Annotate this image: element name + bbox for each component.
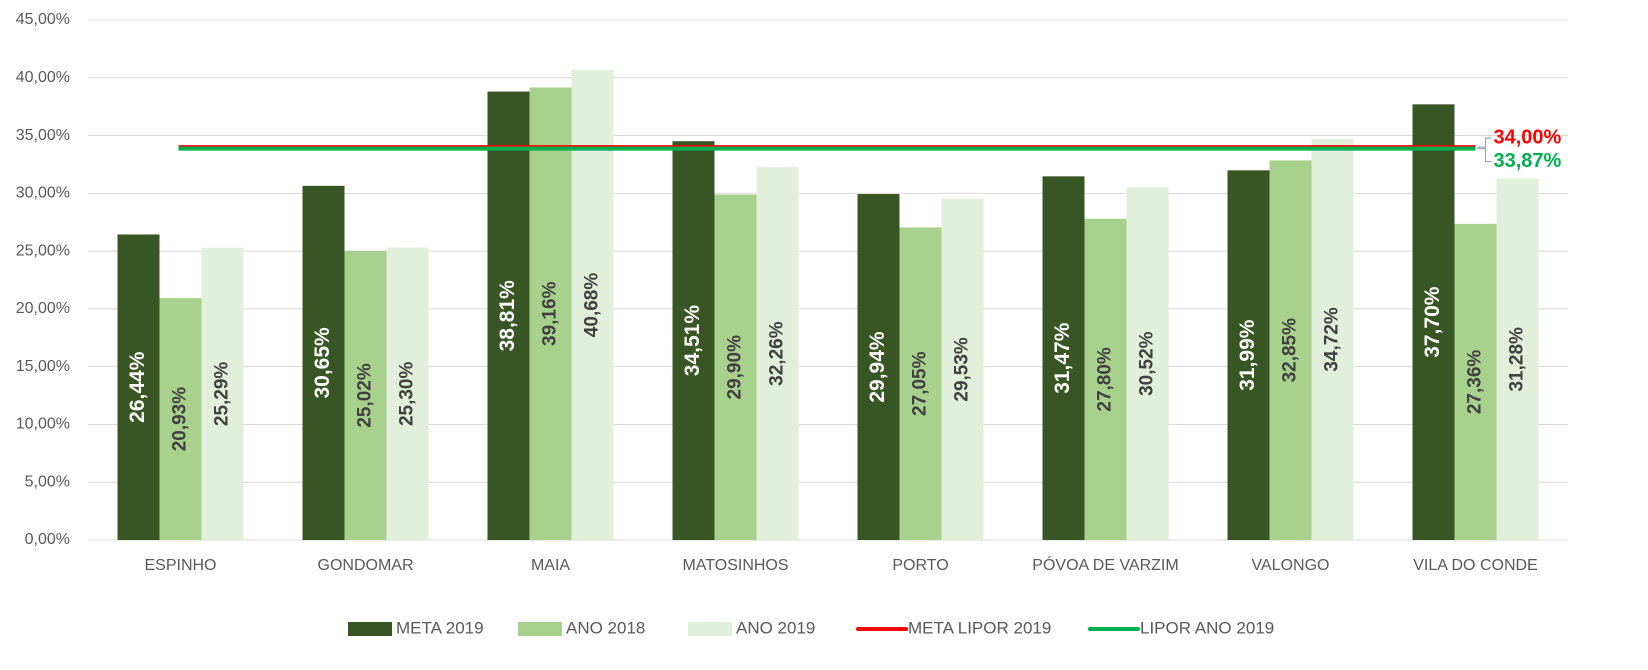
legend-label: LIPOR ANO 2019 bbox=[1140, 618, 1274, 637]
bar bbox=[302, 185, 345, 541]
label-leader bbox=[1477, 137, 1492, 148]
data-label: 30,65% bbox=[311, 327, 334, 399]
bar bbox=[1126, 187, 1169, 540]
bar bbox=[117, 234, 160, 540]
y-tick-label: 35,00% bbox=[16, 127, 70, 144]
data-label: 25,30% bbox=[397, 362, 418, 427]
y-tick-label: 45,00% bbox=[16, 11, 70, 28]
bar bbox=[1269, 160, 1312, 540]
data-label: 25,02% bbox=[355, 363, 376, 428]
data-label: 20,93% bbox=[170, 387, 191, 452]
bar bbox=[529, 87, 572, 541]
bar bbox=[756, 167, 799, 540]
bar bbox=[899, 227, 942, 540]
y-tick-label: 30,00% bbox=[16, 185, 70, 202]
data-label: 31,99% bbox=[1236, 319, 1259, 391]
label-leader bbox=[1477, 148, 1492, 163]
y-tick-label: 5,00% bbox=[25, 473, 70, 490]
data-label: 29,53% bbox=[952, 337, 973, 402]
data-label: 30,52% bbox=[1137, 331, 1158, 396]
bar bbox=[159, 298, 202, 540]
data-label: 40,68% bbox=[582, 273, 603, 338]
data-label: 32,85% bbox=[1280, 318, 1301, 383]
x-tick-label: VALONGO bbox=[1252, 557, 1330, 574]
data-label: 38,81% bbox=[496, 280, 519, 352]
data-label: 27,80% bbox=[1095, 347, 1116, 412]
data-label: 27,36% bbox=[1465, 350, 1486, 415]
data-label: 39,16% bbox=[540, 281, 561, 346]
line-label: 33,87% bbox=[1494, 150, 1562, 172]
x-tick-label: VILA DO CONDE bbox=[1413, 557, 1537, 574]
bar bbox=[1311, 138, 1354, 540]
bar bbox=[672, 141, 715, 540]
y-tick-label: 15,00% bbox=[16, 358, 70, 375]
bar bbox=[1042, 176, 1085, 540]
data-label: 34,51% bbox=[681, 305, 704, 377]
bar bbox=[1227, 170, 1270, 541]
legend-label: META LIPOR 2019 bbox=[908, 618, 1051, 637]
data-label: 27,05% bbox=[910, 351, 931, 416]
y-tick-label: 40,00% bbox=[16, 69, 70, 86]
bar bbox=[1084, 218, 1127, 540]
x-tick-label: GONDOMAR bbox=[318, 557, 414, 574]
legend-label: ANO 2018 bbox=[566, 618, 645, 637]
x-tick-label: PÓVOA DE VARZIM bbox=[1032, 555, 1178, 574]
legend-swatch bbox=[348, 622, 392, 636]
x-tick-label: MATOSINHOS bbox=[682, 557, 788, 574]
data-label: 32,26% bbox=[767, 321, 788, 386]
bar bbox=[1412, 104, 1455, 540]
data-label: 29,90% bbox=[725, 335, 746, 400]
bar bbox=[344, 250, 387, 540]
x-tick-label: PORTO bbox=[892, 557, 948, 574]
bar bbox=[487, 91, 530, 540]
data-label: 26,44% bbox=[126, 351, 149, 423]
bar bbox=[386, 247, 429, 540]
legend-swatch bbox=[688, 622, 732, 636]
y-tick-label: 20,00% bbox=[16, 300, 70, 317]
x-tick-label: ESPINHO bbox=[144, 557, 216, 574]
data-label: 34,72% bbox=[1322, 307, 1343, 372]
bar bbox=[1496, 178, 1539, 540]
bar bbox=[1454, 223, 1497, 540]
data-label: 29,94% bbox=[866, 331, 889, 403]
data-label: 25,29% bbox=[212, 362, 233, 427]
legend-label: META 2019 bbox=[396, 618, 484, 637]
legend-swatch bbox=[518, 622, 562, 636]
bar bbox=[714, 194, 757, 540]
x-tick-label: MAIA bbox=[531, 557, 570, 574]
data-label: 31,47% bbox=[1051, 322, 1074, 394]
y-tick-label: 25,00% bbox=[16, 242, 70, 259]
bar bbox=[201, 247, 244, 540]
data-label: 37,70% bbox=[1421, 286, 1444, 358]
y-tick-label: 10,00% bbox=[16, 416, 70, 433]
legend-label: ANO 2019 bbox=[736, 618, 815, 637]
line-label: 34,00% bbox=[1494, 126, 1562, 148]
bar bbox=[941, 198, 984, 540]
data-label: 31,28% bbox=[1507, 327, 1528, 392]
y-tick-label: 0,00% bbox=[25, 531, 70, 548]
bar bbox=[857, 194, 900, 540]
